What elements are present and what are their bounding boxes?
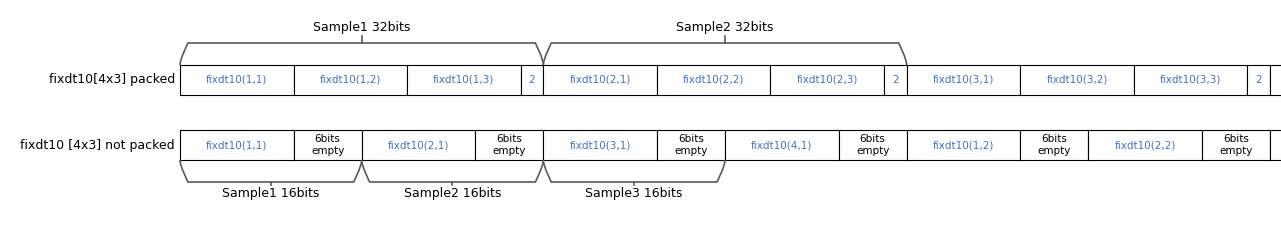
Text: fixdt10(2,2): fixdt10(2,2) <box>683 75 744 85</box>
Bar <box>520 65 543 95</box>
Text: 2: 2 <box>529 75 535 85</box>
Bar <box>657 130 725 160</box>
Text: Sample2 32bits: Sample2 32bits <box>676 21 774 34</box>
Bar <box>181 65 293 95</box>
Bar <box>770 65 884 95</box>
Text: fixdt10(1,3): fixdt10(1,3) <box>433 75 494 85</box>
Text: 2: 2 <box>1255 75 1262 85</box>
Bar <box>725 130 839 160</box>
Text: fixdt10(1,2): fixdt10(1,2) <box>320 75 380 85</box>
Text: Sample3 16bits: Sample3 16bits <box>585 187 683 200</box>
Bar <box>293 65 407 95</box>
Text: fixdt10(2,1): fixdt10(2,1) <box>570 75 630 85</box>
Bar <box>293 130 361 160</box>
Bar <box>1089 130 1202 160</box>
Text: fixdt10 [4x3] not packed: fixdt10 [4x3] not packed <box>20 138 175 151</box>
Text: 6bits
empty: 6bits empty <box>856 134 889 156</box>
Text: Sample1 32bits: Sample1 32bits <box>313 21 410 34</box>
Text: Sample2 16bits: Sample2 16bits <box>404 187 501 200</box>
Bar <box>1020 65 1134 95</box>
Text: 6bits
empty: 6bits empty <box>674 134 707 156</box>
Bar <box>1269 130 1281 160</box>
Bar <box>543 65 657 95</box>
Text: fixdt10(2,1): fixdt10(2,1) <box>388 140 450 150</box>
Bar <box>1269 65 1281 95</box>
Text: fixdt10(3,2): fixdt10(3,2) <box>1047 75 1108 85</box>
Bar <box>1134 65 1248 95</box>
Text: fixdt10(3,1): fixdt10(3,1) <box>570 140 630 150</box>
Text: fixdt10(1,1): fixdt10(1,1) <box>206 140 268 150</box>
Bar <box>475 130 543 160</box>
Text: 2: 2 <box>892 75 899 85</box>
Bar <box>361 130 475 160</box>
Bar <box>407 65 520 95</box>
Text: fixdt10(4,1): fixdt10(4,1) <box>751 140 812 150</box>
Bar <box>181 130 293 160</box>
Bar <box>1020 130 1089 160</box>
Text: fixdt10(1,2): fixdt10(1,2) <box>933 140 994 150</box>
Text: 6bits
empty: 6bits empty <box>493 134 526 156</box>
Text: fixdt10[4x3] packed: fixdt10[4x3] packed <box>49 74 175 86</box>
Text: fixdt10(2,2): fixdt10(2,2) <box>1114 140 1176 150</box>
Text: fixdt10(3,3): fixdt10(3,3) <box>1159 75 1221 85</box>
Bar <box>839 130 907 160</box>
Bar <box>1202 130 1269 160</box>
Text: Sample1 16bits: Sample1 16bits <box>222 187 319 200</box>
Bar <box>1248 65 1269 95</box>
Text: fixdt10(2,3): fixdt10(2,3) <box>797 75 858 85</box>
Bar <box>657 65 770 95</box>
Text: 6bits
empty: 6bits empty <box>311 134 345 156</box>
Bar <box>884 65 907 95</box>
Bar <box>543 130 657 160</box>
Text: fixdt10(1,1): fixdt10(1,1) <box>206 75 268 85</box>
Bar <box>907 65 1020 95</box>
Text: 6bits
empty: 6bits empty <box>1038 134 1071 156</box>
Bar <box>907 130 1020 160</box>
Text: 6bits
empty: 6bits empty <box>1220 134 1253 156</box>
Text: fixdt10(3,1): fixdt10(3,1) <box>933 75 994 85</box>
